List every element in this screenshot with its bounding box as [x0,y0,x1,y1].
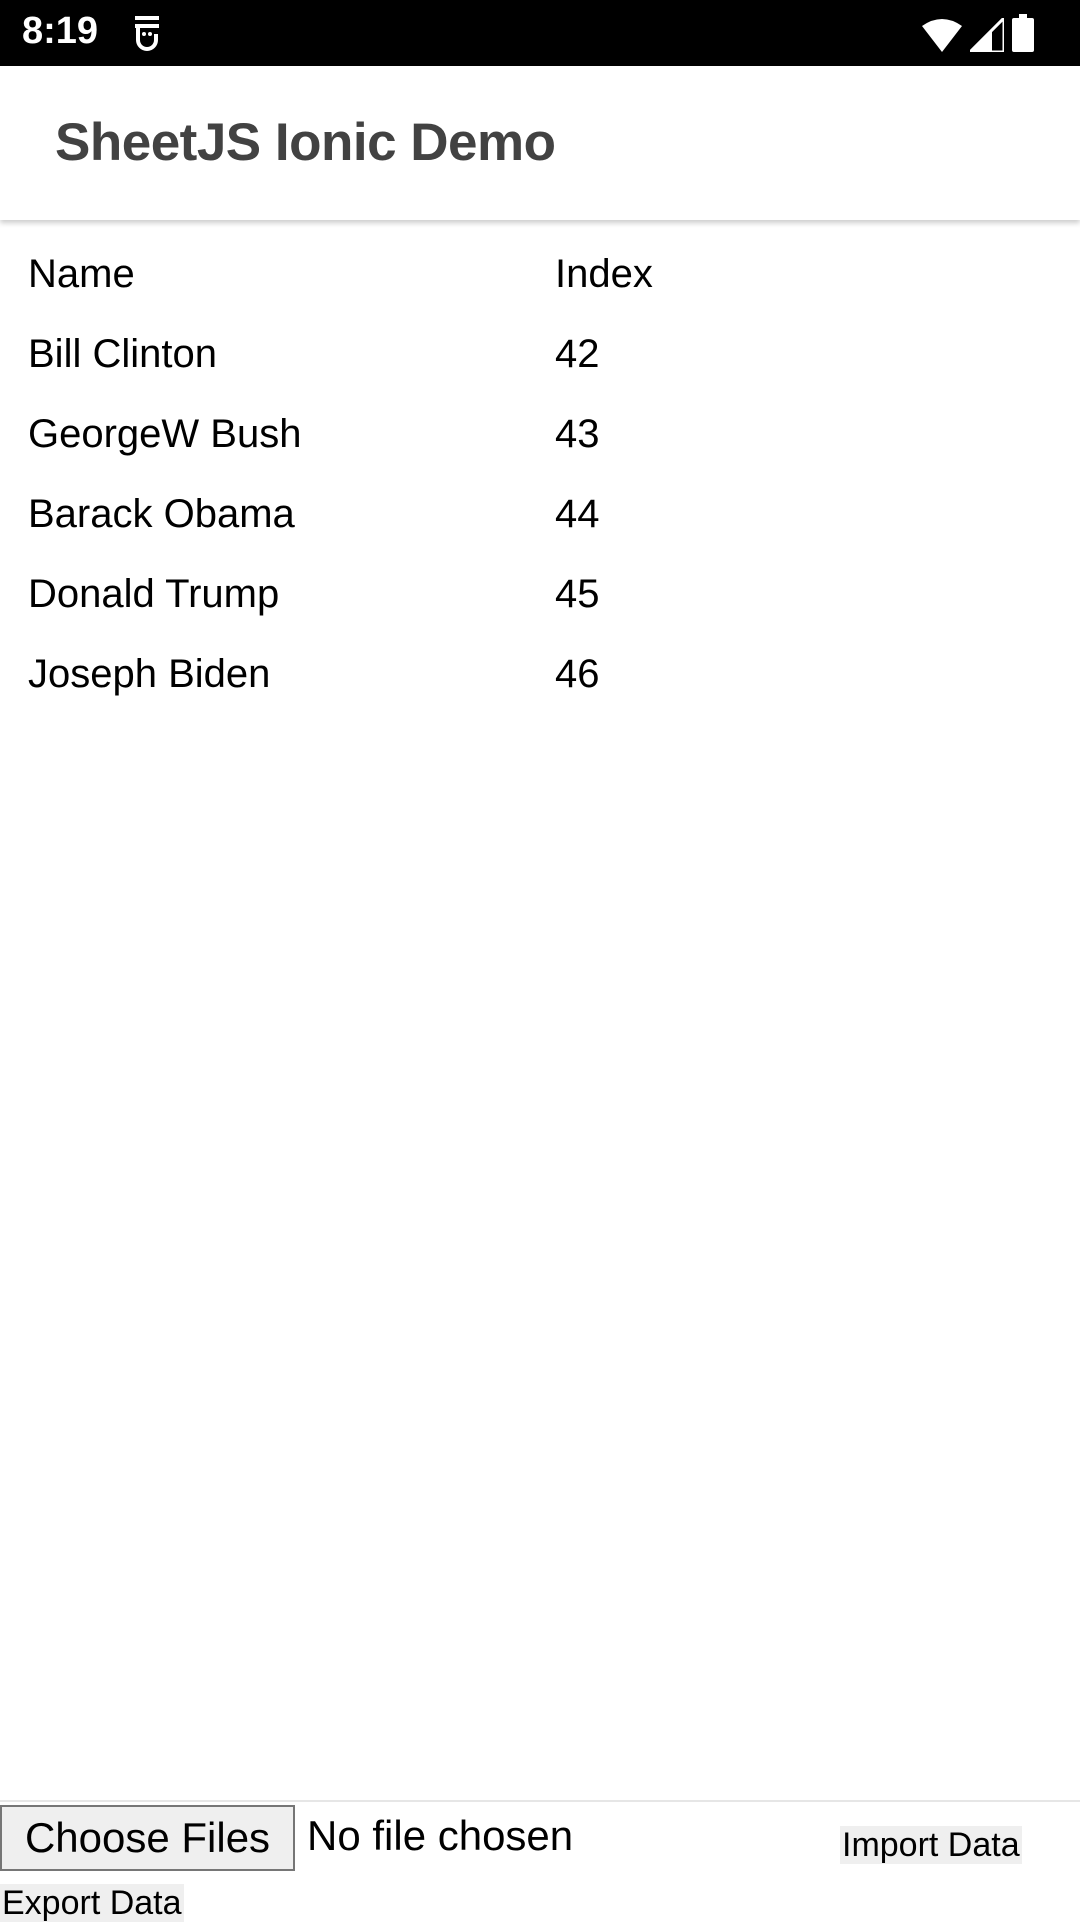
cell-index: 42 [555,331,600,376]
notification-icon [135,16,159,51]
footer: Choose Files No file chosen Import Data … [0,1800,1080,1922]
cell-index: 45 [555,571,600,616]
status-time: 8:19 [22,10,99,52]
export-data-button[interactable]: Export Data [0,1884,184,1922]
table-row: Joseph Biden 46 [0,634,1080,714]
column-header-name: Name [28,251,135,296]
table-row: GeorgeW Bush 43 [0,394,1080,474]
cell-index: 44 [555,491,600,536]
battery-icon [1012,14,1034,52]
cell-name: Bill Clinton [28,331,217,376]
page-title: SheetJS Ionic Demo [55,113,556,172]
signal-icon [970,18,1004,52]
app-header: SheetJS Ionic Demo [0,66,1080,220]
table-row: Bill Clinton 42 [0,314,1080,394]
table-row: Barack Obama 44 [0,474,1080,554]
cell-name: GeorgeW Bush [28,411,302,456]
status-bar: 8:19 [0,0,1080,66]
cell-name: Joseph Biden [28,651,271,696]
table-header-row: Name Index [0,234,1080,314]
choose-files-button[interactable]: Choose Files [0,1805,295,1871]
table-row: Donald Trump 45 [0,554,1080,634]
wifi-icon [922,19,962,52]
cell-index: 43 [555,411,600,456]
cell-index: 46 [555,651,600,696]
cell-name: Donald Trump [28,571,280,616]
cell-name: Barack Obama [28,491,295,536]
column-header-index: Index [555,251,653,296]
data-table: Name Index Bill Clinton 42 GeorgeW Bush … [0,234,1080,714]
file-status: No file chosen [307,1812,574,1859]
import-data-button[interactable]: Import Data [840,1826,1022,1864]
